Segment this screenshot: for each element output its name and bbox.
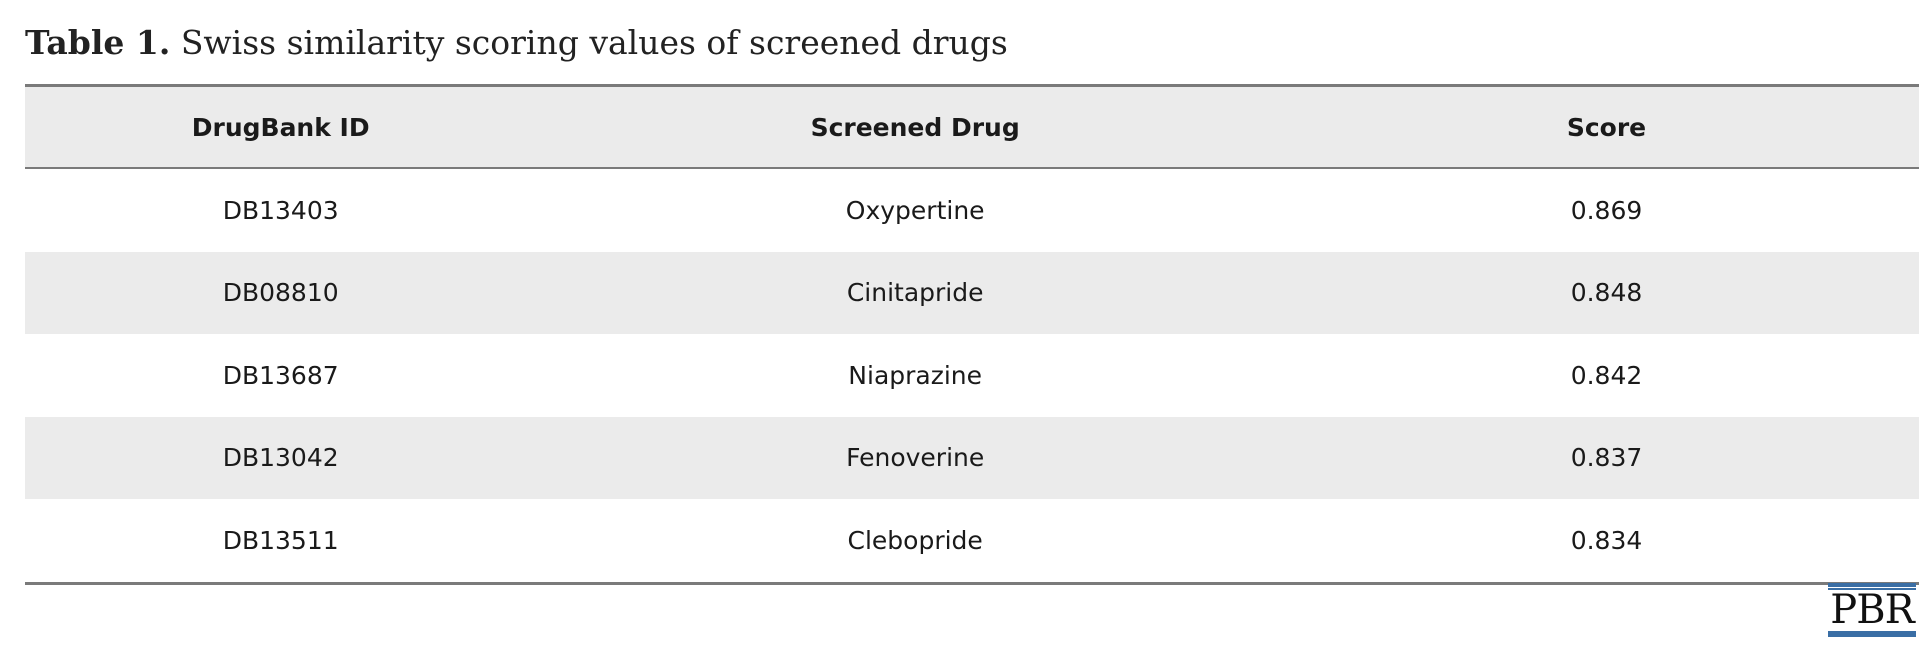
header-screened-drug: Screened Drug: [810, 112, 1020, 142]
cell-drugbank-id: DB08810: [222, 278, 339, 308]
cell-score: 0.837: [1570, 443, 1643, 473]
table-bottom-rule: [25, 581, 1919, 585]
table-caption-label: Table 1.: [25, 23, 171, 62]
cell-drugbank-id: DB13403: [222, 195, 339, 225]
cell-drugbank-id: DB13687: [222, 360, 339, 390]
table-header-rule: [25, 167, 1919, 169]
table-top-rule: [25, 84, 1919, 87]
logo-top-bar: [1828, 583, 1916, 587]
cell-score: 0.834: [1570, 525, 1643, 555]
cell-screened-drug: Cinitapride: [846, 278, 984, 308]
cell-score: 0.848: [1570, 278, 1643, 308]
data-table-container: DrugBank ID Screened Drug Score DB13403 …: [25, 84, 1919, 585]
cell-screened-drug: Clebopride: [847, 525, 983, 555]
table-row: DB13403 Oxypertine 0.869: [25, 169, 1919, 252]
cell-drugbank-id: DB13511: [222, 525, 339, 555]
table-header-row: DrugBank ID Screened Drug Score: [25, 87, 1919, 167]
data-table: DrugBank ID Screened Drug Score: [25, 87, 1919, 167]
header-drugbank-id: DrugBank ID: [191, 112, 370, 142]
logo-bottom-thin-bar: [1828, 631, 1916, 633]
table-caption-text: Swiss similarity scoring values of scree…: [170, 23, 1008, 62]
table-caption: Table 1. Swiss similarity scoring values…: [25, 18, 1008, 68]
cell-score: 0.842: [1570, 360, 1643, 390]
header-score: Score: [1566, 112, 1647, 142]
cell-score: 0.869: [1570, 195, 1643, 225]
table-row: DB08810 Cinitapride 0.848: [25, 251, 1919, 334]
cell-drugbank-id: DB13042: [222, 443, 339, 473]
cell-screened-drug: Niaprazine: [848, 360, 983, 390]
cell-screened-drug: Oxypertine: [845, 195, 985, 225]
table-row: DB13042 Fenoverine 0.837: [25, 416, 1919, 499]
data-table-body: DB13403 Oxypertine 0.869 DB08810 Cinitap…: [25, 169, 1919, 582]
logo-bottom-bar: [1828, 633, 1916, 637]
pbr-logo: PBR: [1828, 583, 1916, 637]
logo-top-thin-bar: [1828, 588, 1916, 590]
cell-screened-drug: Fenoverine: [846, 443, 985, 473]
table-row: DB13511 Clebopride 0.834: [25, 499, 1919, 582]
table-row: DB13687 Niaprazine 0.842: [25, 334, 1919, 417]
logo-text: PBR: [1830, 587, 1914, 633]
